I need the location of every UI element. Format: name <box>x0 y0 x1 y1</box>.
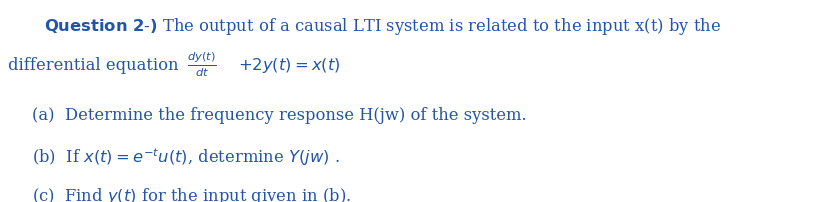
Text: (a)  Determine the frequency response H(jw) of the system.: (a) Determine the frequency response H(j… <box>32 107 527 124</box>
Text: differential equation: differential equation <box>8 57 179 74</box>
Text: $+ 2y(t) = x(t)$: $+ 2y(t) = x(t)$ <box>237 56 340 75</box>
Text: (b)  If $x(t) = e^{-t}u(t)$, determine $Y(jw)$ .: (b) If $x(t) = e^{-t}u(t)$, determine $Y… <box>32 146 340 168</box>
Text: $\frac{dy(t)}{dt}$: $\frac{dy(t)}{dt}$ <box>187 51 216 79</box>
Text: $\mathbf{Question\ 2\text{-})}$ The output of a causal LTI system is related to : $\mathbf{Question\ 2\text{-})}$ The outp… <box>44 16 722 37</box>
Text: (c)  Find $y(t)$ for the input given in (b).: (c) Find $y(t)$ for the input given in (… <box>32 186 351 202</box>
